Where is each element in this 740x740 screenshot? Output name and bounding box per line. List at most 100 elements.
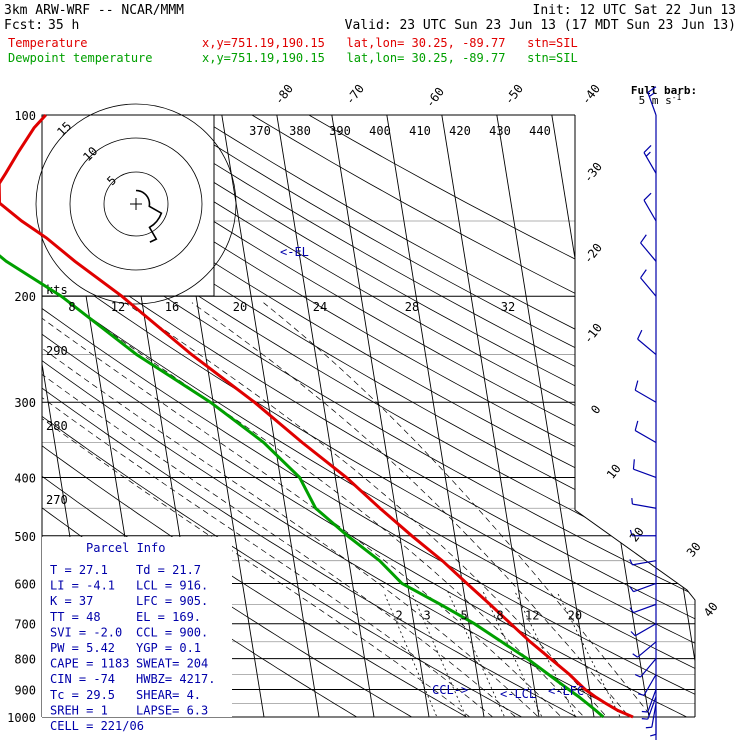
pressure-tick-label: 800 <box>14 653 36 667</box>
lfc-annotation: <-LFC <box>548 684 584 698</box>
dry-adiabat <box>42 115 695 717</box>
mixing-ratio-label: 5 <box>460 609 467 623</box>
pressure-tick-label: 700 <box>14 618 36 632</box>
fcst-value: 35 h <box>48 18 79 33</box>
moist-adiabat <box>42 302 509 717</box>
moist-adiabat <box>42 302 575 717</box>
mixing-ratio-line <box>514 591 583 717</box>
parcel-info-right: SHEAR= 4. <box>136 688 201 702</box>
isotherm <box>441 115 540 717</box>
parcel-info-right: LCL = 916. <box>136 579 208 593</box>
parcel-info-left: LI = -4.1 <box>50 579 115 593</box>
barb-flag <box>629 607 634 613</box>
header: 3km ARW-WRF -- NCAR/MMM Init: 12 UTC Sat… <box>4 3 736 65</box>
parcel-info-right: LAPSE= 6.3 <box>136 703 208 717</box>
dry-adiabat <box>80 115 695 717</box>
dry-adiabat <box>42 115 695 717</box>
isotherm <box>386 115 485 717</box>
parcel-info-right: LFC = 905. <box>136 594 208 608</box>
dry-adiabat <box>166 115 695 717</box>
hodograph-speed-label: 16 <box>165 300 179 314</box>
dry-adiabat <box>42 115 602 717</box>
isotherm <box>551 115 650 717</box>
parcel-info-panel: Parcel Info T = 27.1 Td = 21.7 LI = -4.1 LCL… <box>42 537 232 733</box>
wind-barb <box>634 623 657 637</box>
dry-adiabat <box>52 115 695 717</box>
parcel-info-left: Tc = 29.5 <box>50 688 115 702</box>
wind-barb <box>633 468 657 479</box>
mixing-ratio-label: 2 <box>395 609 402 623</box>
theta-label: 380 <box>289 124 311 138</box>
parcel-info-right: SWEAT= 204 <box>136 657 208 671</box>
dry-adiabat <box>42 115 658 717</box>
hodograph-ring <box>69 137 203 271</box>
dewpoint-trace <box>0 254 605 719</box>
mixing-ratio-line <box>383 591 443 717</box>
wind-barb <box>632 560 657 566</box>
temperature-location: x,y=751.19,190.15 lat,lon= 30.25, -89.77… <box>202 36 578 50</box>
barb-flag <box>634 420 639 431</box>
mixing-ratio-line <box>411 591 472 717</box>
barb-flag <box>631 498 633 505</box>
frame-right-slant <box>574 509 696 717</box>
dry-adiabat <box>137 115 695 717</box>
moist-adiabat <box>263 302 663 717</box>
wind-barb <box>640 277 657 297</box>
hodograph-trace <box>135 189 163 243</box>
isotherm-label: -40 <box>579 82 603 108</box>
parcel-info-left: PW = 5.42 <box>50 641 115 655</box>
isotherm <box>276 115 375 717</box>
barb-flag <box>647 86 657 93</box>
wind-barb <box>647 689 657 713</box>
pressure-tick-label: 1000 <box>7 711 36 725</box>
moist-adiabat <box>67 302 597 717</box>
barb-flag <box>643 192 652 201</box>
wind-barb <box>633 582 657 593</box>
dry-adiabat <box>42 115 695 717</box>
mixing-ratio-label: 8 <box>496 609 503 623</box>
barb-key: Full barb: 5 m s-1 <box>631 84 697 107</box>
parcel-info-title: Parcel Info <box>86 541 165 555</box>
pressure-tick-label: 600 <box>14 577 36 591</box>
parcel-info-left: SREH = 1 <box>50 703 108 717</box>
wind-barbs <box>629 86 657 740</box>
parcel-info-right: YGP = 0.1 <box>136 641 201 655</box>
mixing-ratio-label: 20 <box>568 609 582 623</box>
theta-side-label: 290 <box>46 344 68 358</box>
wind-barb <box>640 658 657 678</box>
hodograph-speed-label: 20 <box>233 300 247 314</box>
theta-label: 400 <box>369 124 391 138</box>
wind-barb <box>634 430 657 444</box>
dry-adiabat <box>42 115 695 717</box>
barb-key-title: Full barb: <box>631 84 697 97</box>
barb-flag <box>637 329 643 340</box>
wind-barb <box>634 389 657 403</box>
dewpoint-location: x,y=751.19,190.15 lat,lon= 30.25, -89.77… <box>202 51 578 65</box>
isotherm-label: 30 <box>684 540 704 560</box>
barb-flag <box>648 92 655 97</box>
wind-barb <box>632 503 657 509</box>
moist-adiabat <box>42 302 553 717</box>
barb-flag <box>634 673 641 678</box>
barb-flag <box>645 726 652 729</box>
barb-flag <box>632 459 635 470</box>
isotherm-label: -20 <box>581 241 605 267</box>
parcel-info-bg <box>42 537 232 717</box>
parcel-info-left: T = 27.1 <box>50 563 108 577</box>
hodograph-units: kts <box>46 283 68 297</box>
el-annotation: <-EL <box>280 245 309 259</box>
parcel-info-left: K = 37 <box>50 594 93 608</box>
isotherm <box>661 115 695 717</box>
mixing-ratio-label: 12 <box>525 609 539 623</box>
barb-flag <box>650 733 657 737</box>
barb-flag <box>634 380 639 391</box>
wind-barb <box>640 242 657 262</box>
theta-label: 370 <box>249 124 271 138</box>
pressure-tick-label: 300 <box>14 396 36 410</box>
wind-barb <box>643 674 657 696</box>
isotherm-label: -70 <box>343 82 367 108</box>
theta-label: 410 <box>409 124 431 138</box>
isotherm-label: 20 <box>627 525 647 545</box>
